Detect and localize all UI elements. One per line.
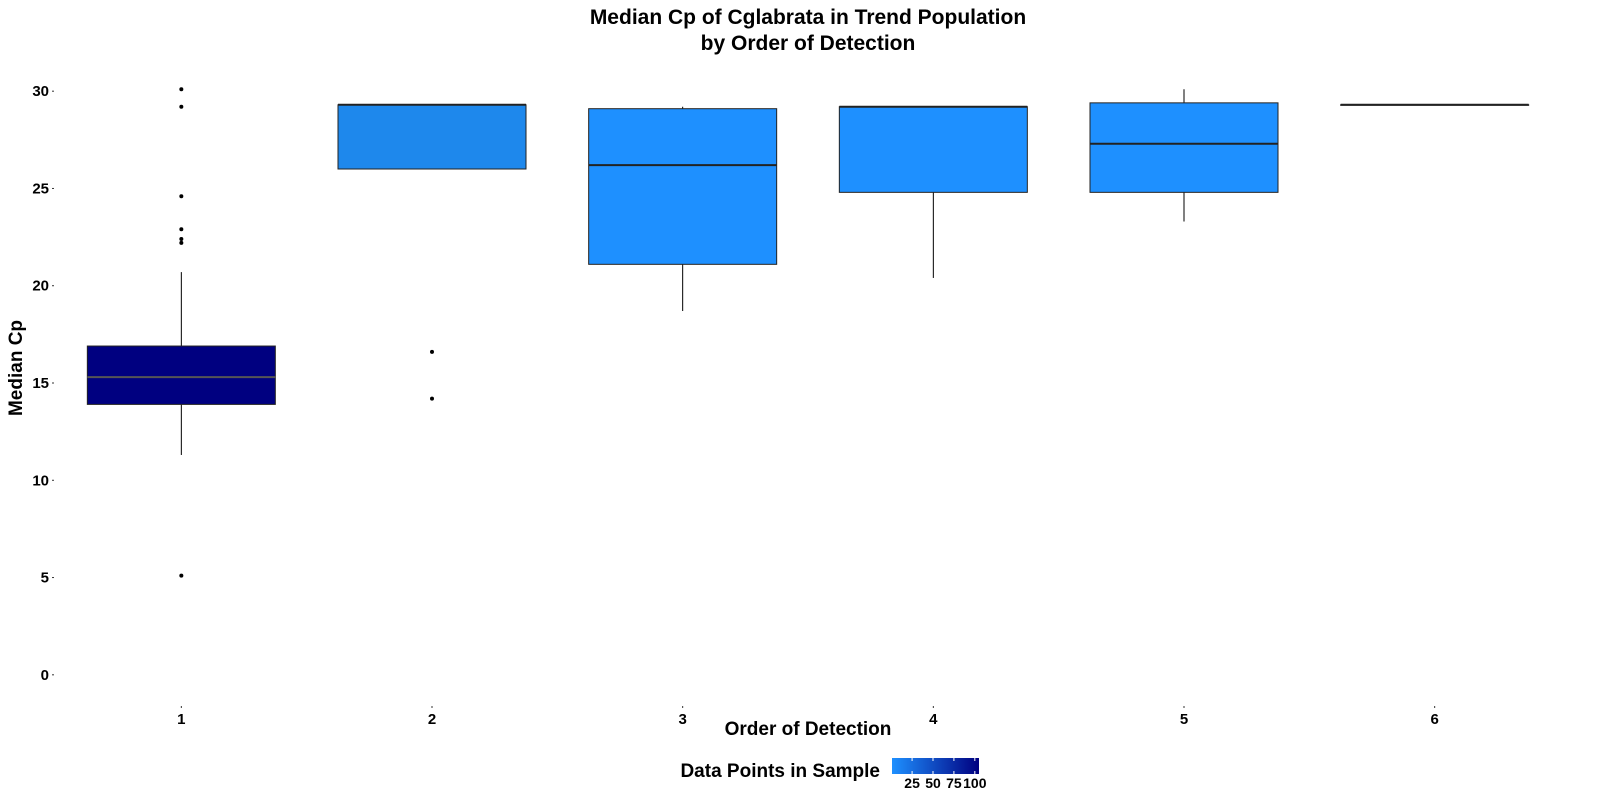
box-group-2 — [337, 103, 527, 401]
legend-tick-label: 75 — [946, 775, 962, 791]
outlier-point — [179, 237, 184, 242]
x-axis: 1 2 3 4 5 6 — [177, 706, 1439, 728]
legend-ticks: 25 50 75 100 — [904, 758, 987, 791]
box — [86, 345, 276, 405]
box — [838, 106, 1028, 193]
legend-colorbar — [892, 758, 979, 774]
y-tick-label: 20 — [32, 278, 49, 295]
plot-area — [86, 87, 1530, 578]
y-tick-label: 10 — [32, 472, 49, 489]
y-tick-label: 15 — [32, 375, 49, 392]
y-tick-label: 0 — [41, 667, 49, 684]
legend: Data Points in Sample 25 50 75 100 — [680, 758, 987, 791]
legend-tick-label: 25 — [904, 775, 920, 791]
outlier-point — [179, 227, 184, 232]
y-tick-label: 30 — [32, 83, 49, 100]
box-group-4 — [838, 105, 1028, 278]
outlier-point — [179, 194, 184, 199]
y-tick-label: 25 — [32, 180, 49, 197]
box-group-1 — [86, 87, 276, 578]
outlier-point — [179, 573, 184, 578]
x-tick-label: 3 — [678, 711, 686, 728]
outlier-point — [179, 104, 184, 109]
box — [1089, 102, 1279, 193]
legend-title: Data Points in Sample — [680, 761, 880, 782]
box-group-5 — [1089, 89, 1279, 222]
box-group-6 — [1340, 103, 1530, 106]
chart-title: Median Cp of Cglabrata in Trend Populati… — [590, 6, 1026, 55]
x-tick-label: 6 — [1430, 711, 1438, 728]
x-tick-label: 1 — [177, 711, 185, 728]
outlier-point — [179, 87, 184, 92]
y-axis-label: Median Cp — [6, 320, 27, 416]
y-tick-label: 5 — [41, 570, 49, 587]
outlier-point — [179, 240, 184, 245]
y-axis: 0 5 10 15 20 25 30 — [32, 83, 54, 684]
legend-tick-label: 50 — [925, 775, 941, 791]
x-tick-label: 5 — [1180, 711, 1188, 728]
x-tick-label: 2 — [428, 711, 436, 728]
outlier-point — [430, 396, 434, 401]
x-tick-label: 4 — [929, 711, 938, 728]
outlier-point — [430, 349, 434, 354]
box — [337, 104, 527, 170]
chart-title-line-2: by Order of Detection — [701, 32, 916, 55]
x-axis-label: Order of Detection — [725, 719, 892, 740]
legend-tick-label: 100 — [963, 775, 987, 791]
box-group-3 — [588, 106, 778, 312]
box — [588, 108, 778, 265]
chart-title-line-1: Median Cp of Cglabrata in Trend Populati… — [590, 6, 1026, 29]
